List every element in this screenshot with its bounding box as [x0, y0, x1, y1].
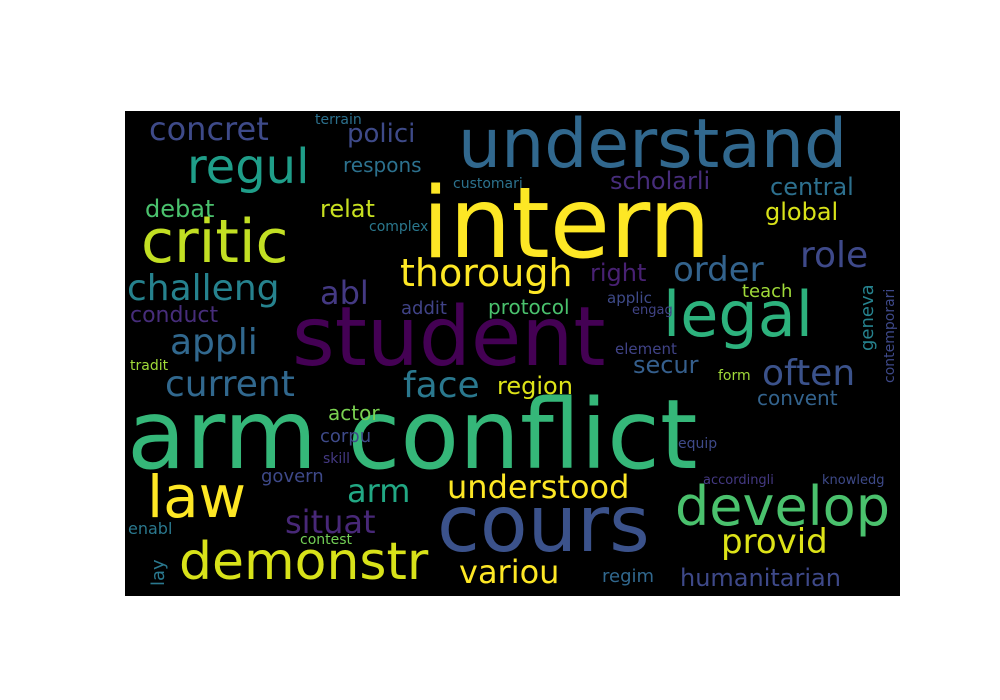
word-form: form — [718, 368, 751, 384]
word-often: often — [762, 353, 856, 394]
word-terrain: terrain — [315, 112, 362, 128]
word-tradit: tradit — [130, 358, 169, 374]
word-challeng: challeng — [127, 268, 280, 309]
word-skill: skill — [323, 451, 351, 467]
word-applic: applic — [607, 289, 652, 307]
word-debat: debat — [145, 195, 215, 223]
word-variou: variou — [459, 553, 560, 591]
word-humanitarian: humanitarian — [680, 564, 841, 592]
word-customari: customari — [453, 176, 523, 192]
word-cloud: arm conflict intern understand student c… — [125, 111, 900, 596]
word-understand: understand — [458, 111, 848, 184]
word-equip: equip — [678, 436, 718, 452]
word-understood: understood — [447, 468, 630, 506]
word-teach: teach — [742, 281, 793, 302]
word-contemporari: contemporari — [882, 288, 898, 383]
word-element: element — [615, 340, 677, 358]
word-arm-conflict: arm conflict — [127, 379, 698, 491]
word-law: law — [147, 463, 247, 531]
word-region: region — [497, 372, 573, 400]
word-polici: polici — [347, 119, 416, 149]
word-critic: critic — [141, 207, 289, 277]
word-central: central — [770, 173, 854, 201]
word-accordingli: accordingli — [703, 473, 774, 488]
word-scholarli: scholarli — [610, 167, 711, 195]
word-actor: actor — [328, 401, 380, 425]
word-student: student — [292, 290, 606, 385]
word-cours: cours — [437, 480, 650, 570]
word-appli: appli — [170, 322, 258, 363]
word-demonstr: demonstr — [179, 532, 429, 592]
word-order: order — [673, 250, 764, 290]
word-geneva: geneva — [857, 284, 878, 351]
word-abl: abl — [320, 274, 369, 312]
word-conduct: conduct — [130, 303, 219, 328]
word-provid: provid — [721, 522, 828, 562]
word-govern: govern — [261, 466, 324, 487]
word-regul: regul — [187, 139, 310, 195]
word-convent: convent — [757, 386, 838, 410]
word-legal: legal — [663, 278, 813, 351]
word-situat: situat — [285, 503, 376, 541]
word-contest: contest — [300, 532, 353, 548]
word-addit: addit — [401, 298, 447, 319]
word-enabl: enabl — [128, 519, 173, 538]
word-face: face — [403, 365, 480, 406]
word-arm: arm — [347, 472, 411, 510]
word-develop: develop — [675, 475, 890, 538]
word-secur: secur — [633, 351, 699, 379]
word-global: global — [765, 198, 839, 226]
word-engag: engag — [632, 303, 673, 318]
word-relat: relat — [320, 195, 375, 223]
word-thorough: thorough — [400, 251, 573, 295]
word-concret: concret — [149, 111, 269, 148]
word-current: current — [165, 364, 295, 405]
word-corpu: corpu — [320, 426, 372, 447]
word-lay: lay — [148, 559, 169, 586]
word-respons: respons — [343, 153, 422, 177]
word-regim: regim — [602, 566, 655, 587]
word-complex: complex — [369, 219, 429, 235]
word-knowledg: knowledg — [822, 473, 885, 488]
word-role: role — [800, 235, 869, 276]
word-protocol: protocol — [488, 295, 570, 319]
word-right: right — [590, 259, 647, 287]
word-intern: intern — [422, 167, 711, 281]
